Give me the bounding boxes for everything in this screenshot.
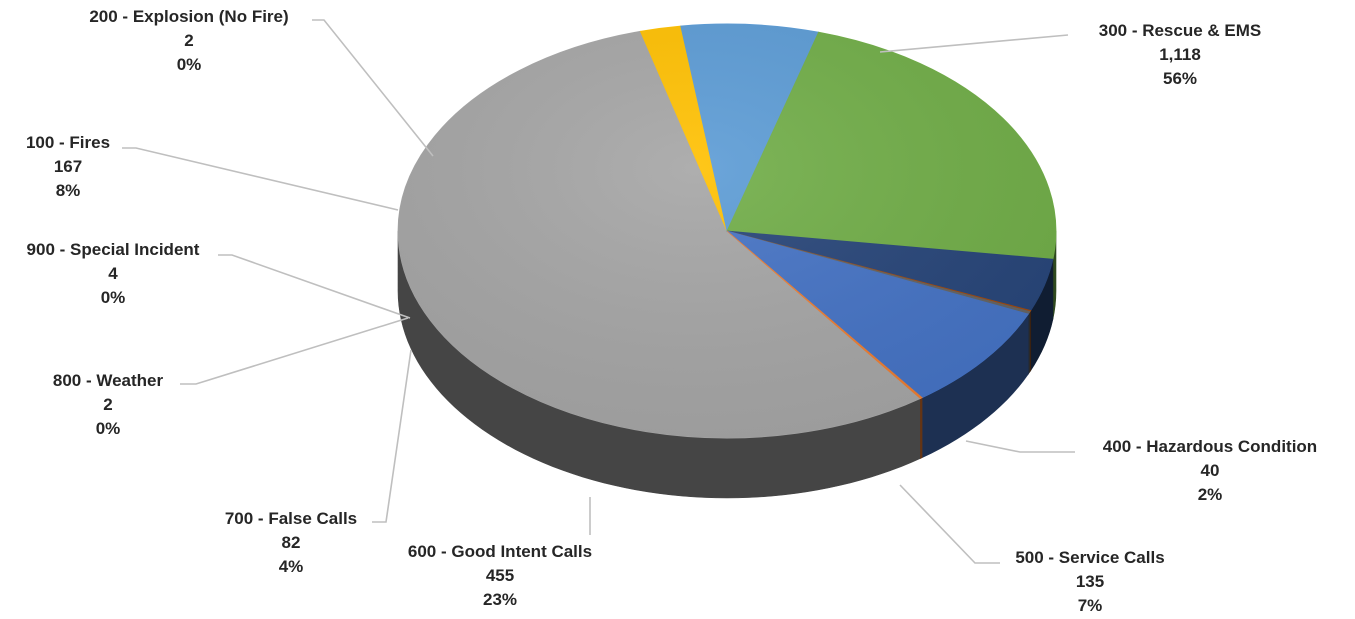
data-label-label-900-special-incident: 900 - Special Incident [27, 240, 200, 259]
data-label-percent-400-hazardous-condition: 2% [1198, 485, 1223, 504]
leader-line-500-service-calls [899, 484, 1000, 564]
leader-line-700-false-calls [372, 349, 412, 523]
data-label-count-600-good-intent-calls: 455 [486, 566, 514, 585]
data-label-label-400-hazardous-condition: 400 - Hazardous Condition [1103, 437, 1317, 456]
slice-side-200-explosion-no-fire [920, 397, 923, 459]
data-label-200-explosion-no-fire: 200 - Explosion (No Fire) 2 0% [89, 7, 288, 74]
pie-sides [397, 230, 1057, 499]
leader-line-200-explosion-no-fire [312, 19, 434, 157]
data-label-700-false-calls: 700 - False Calls 82 4% [225, 509, 357, 576]
data-label-500-service-calls: 500 - Service Calls 135 7% [1015, 548, 1164, 615]
data-label-label-600-good-intent-calls: 600 - Good Intent Calls [408, 542, 592, 561]
leader-lines [122, 19, 1075, 564]
data-label-300-rescue-and-ems: 300 - Rescue & EMS 1,118 56% [1099, 21, 1262, 88]
data-label-count-300-rescue-and-ems: 1,118 [1159, 45, 1201, 64]
data-label-count-400-hazardous-condition: 40 [1201, 461, 1220, 480]
pie-slices [397, 23, 1057, 439]
data-label-percent-800-weather: 0% [96, 419, 121, 438]
data-label-label-800-weather: 800 - Weather [53, 371, 164, 390]
data-label-count-100-fires: 167 [54, 157, 82, 176]
data-label-percent-900-special-incident: 0% [101, 288, 126, 307]
data-label-label-300-rescue-and-ems: 300 - Rescue & EMS [1099, 21, 1262, 40]
data-label-600-good-intent-calls: 600 - Good Intent Calls 455 23% [408, 542, 592, 609]
leader-line-800-weather [180, 317, 409, 385]
data-label-count-700-false-calls: 82 [282, 533, 301, 552]
data-label-percent-500-service-calls: 7% [1078, 596, 1103, 615]
data-label-100-fires: 100 - Fires 167 8% [26, 133, 110, 200]
leader-line-900-special-incident [218, 254, 411, 319]
leader-line-100-fires [122, 147, 399, 211]
data-label-percent-100-fires: 8% [56, 181, 81, 200]
data-label-label-700-false-calls: 700 - False Calls [225, 509, 357, 528]
leader-line-300-rescue-and-ems [879, 34, 1069, 53]
data-label-percent-200-explosion-no-fire: 0% [177, 55, 202, 74]
data-label-percent-600-good-intent-calls: 23% [483, 590, 517, 609]
data-label-800-weather: 800 - Weather 2 0% [53, 371, 164, 438]
data-label-percent-300-rescue-and-ems: 56% [1163, 69, 1197, 88]
data-label-label-500-service-calls: 500 - Service Calls [1015, 548, 1164, 567]
pie-sheen [398, 24, 1056, 438]
data-label-count-200-explosion-no-fire: 2 [184, 31, 193, 50]
data-labels: 300 - Rescue & EMS 1,118 56% 400 - Hazardou… [26, 7, 1317, 615]
data-label-label-200-explosion-no-fire: 200 - Explosion (No Fire) [89, 7, 288, 26]
data-label-count-500-service-calls: 135 [1076, 572, 1104, 591]
data-label-label-100-fires: 100 - Fires [26, 133, 110, 152]
data-label-900-special-incident: 900 - Special Incident 4 0% [27, 240, 200, 307]
leader-line-400-hazardous-condition [965, 440, 1075, 453]
data-label-400-hazardous-condition: 400 - Hazardous Condition 40 2% [1103, 437, 1317, 504]
data-label-count-800-weather: 2 [103, 395, 112, 414]
data-label-percent-700-false-calls: 4% [279, 557, 304, 576]
data-label-count-900-special-incident: 4 [108, 264, 118, 283]
